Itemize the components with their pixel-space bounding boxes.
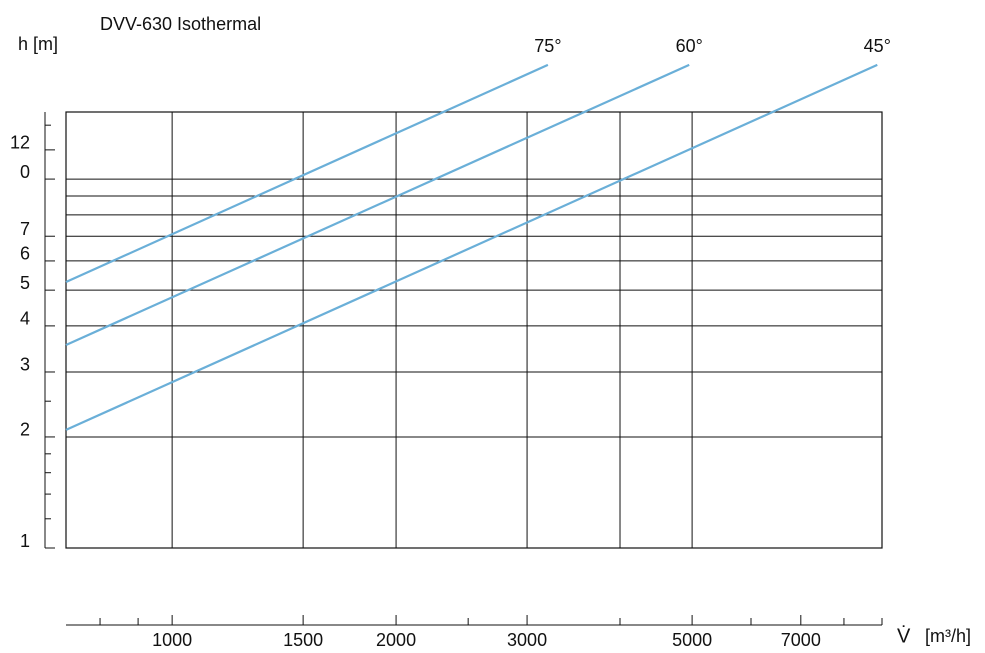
curve (65, 63, 878, 431)
curve-label: 60° (676, 36, 703, 56)
y-tick-label: 2 (20, 420, 30, 440)
chart-title: DVV-630 Isothermal (100, 14, 261, 34)
y-tick-label: 12 (10, 133, 30, 153)
curve (65, 63, 690, 347)
x-axis-label: V̇ (897, 625, 911, 647)
y-axis-label: h [m] (18, 34, 58, 54)
y-tick-label: 1 (20, 531, 30, 551)
x-tick-label: 3000 (507, 630, 547, 650)
x-tick-label: 7000 (781, 630, 821, 650)
y-tick-label: 3 (20, 355, 30, 375)
y-tick-label: 0 (20, 162, 30, 182)
x-tick-label: 5000 (672, 630, 712, 650)
y-tick-label: 4 (20, 309, 30, 329)
y-tick-label: 7 (20, 219, 30, 239)
y-tick-label: 5 (20, 273, 30, 293)
x-axis-unit: [m³/h] (925, 626, 971, 646)
curve-label: 45° (864, 36, 891, 56)
x-tick-label: 2000 (376, 630, 416, 650)
curve-label: 75° (534, 36, 561, 56)
curve (65, 63, 549, 284)
x-tick-label: 1500 (283, 630, 323, 650)
x-tick-label: 1000 (152, 630, 192, 650)
y-tick-label: 6 (20, 244, 30, 264)
plot-frame (65, 111, 883, 549)
